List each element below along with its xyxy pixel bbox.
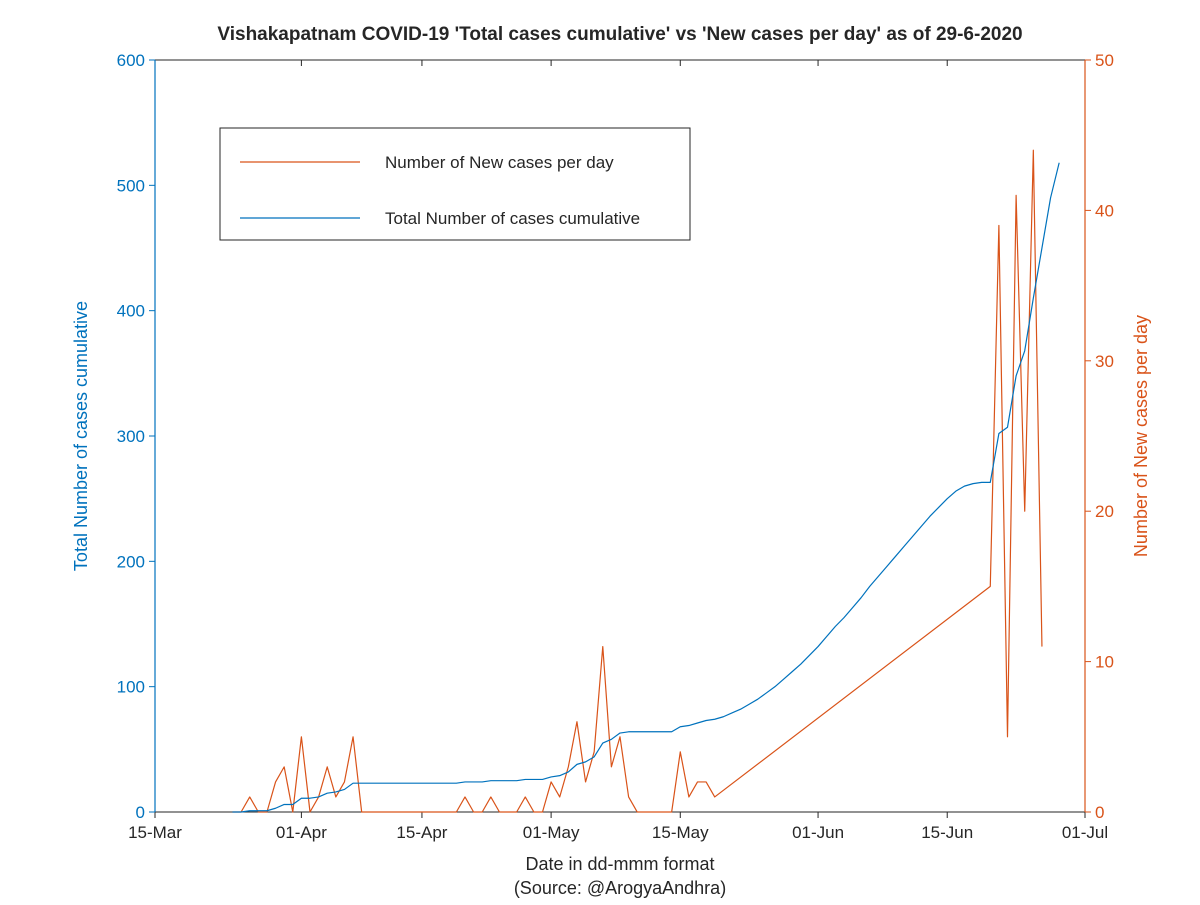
y-right-tick-label: 30	[1095, 352, 1114, 371]
y-left-tick-label: 500	[117, 176, 145, 195]
legend-label: Total Number of cases cumulative	[385, 209, 640, 228]
x-axis-label-line2: (Source: @ArogyaAndhra)	[514, 878, 726, 898]
x-tick-label: 01-Jul	[1062, 823, 1108, 842]
x-tick-label: 15-Apr	[396, 823, 447, 842]
y-right-axis-label: Number of New cases per day	[1131, 315, 1151, 557]
x-tick-label: 01-Jun	[792, 823, 844, 842]
y-right-tick-label: 0	[1095, 803, 1104, 822]
y-right-tick-label: 50	[1095, 51, 1114, 70]
chart-svg: 15-Mar 01-Apr 15-Apr 01-May 15-May 01-Jun 15-J…	[0, 0, 1200, 900]
y-right-tick-label: 40	[1095, 201, 1114, 220]
x-tick-label: 01-May	[523, 823, 580, 842]
y-left-tick-label: 400	[117, 302, 145, 321]
x-tick-label: 01-Apr	[276, 823, 327, 842]
y-left-tick-label: 200	[117, 552, 145, 571]
series-new_cases	[233, 150, 1042, 812]
y-left-tick-label: 600	[117, 51, 145, 70]
chart-container: 15-Mar 01-Apr 15-Apr 01-May 15-May 01-Jun 15-J…	[0, 0, 1200, 900]
y-right-tick-label: 20	[1095, 502, 1114, 521]
y-left-tick-label: 0	[136, 803, 145, 822]
chart-title: Vishakapatnam COVID-19 'Total cases cumu…	[217, 24, 1022, 45]
y-right-tick-label: 10	[1095, 653, 1114, 672]
y-left-tick-label: 100	[117, 678, 145, 697]
legend-label: Number of New cases per day	[385, 153, 614, 172]
x-tick-label: 15-Mar	[128, 823, 182, 842]
series-cumulative	[233, 163, 1060, 812]
x-tick-label: 15-Jun	[921, 823, 973, 842]
x-axis-label-line1: Date in dd-mmm format	[525, 854, 714, 874]
x-tick-label: 15-May	[652, 823, 709, 842]
y-left-tick-label: 300	[117, 427, 145, 446]
y-left-axis-label: Total Number of cases cumulative	[71, 301, 91, 571]
